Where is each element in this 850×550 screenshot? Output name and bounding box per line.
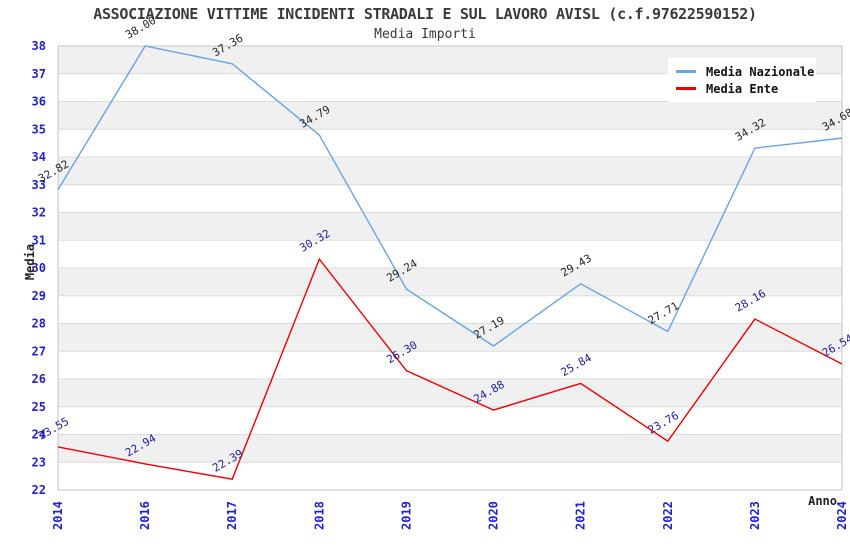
- plot-band: [58, 157, 842, 185]
- y-tick-label: 23: [32, 455, 46, 469]
- plot-band: [58, 295, 842, 324]
- x-tick-label: 2021: [574, 501, 588, 530]
- series-line: [57, 45, 843, 347]
- legend-label: Media Ente: [706, 81, 779, 96]
- y-tick-label: 35: [32, 122, 46, 136]
- y-tick-label: 36: [32, 95, 46, 109]
- y-tick-label: 34: [32, 150, 46, 164]
- legend-item-media-nazionale: Media Nazionale: [676, 63, 816, 80]
- x-tick-label: 2024: [835, 501, 849, 530]
- legend-line-sample-nazionale: [676, 70, 696, 73]
- point-value-label: 38.00: [123, 14, 158, 42]
- plot-band: [58, 351, 842, 379]
- plot-border: [57, 45, 843, 491]
- chart-title: ASSOCIAZIONE VITTIME INCIDENTI STRADALI …: [93, 5, 757, 23]
- y-tick-label: 29: [32, 289, 46, 303]
- series-line: [57, 257, 843, 480]
- x-tick-label: 2018: [312, 501, 326, 530]
- y-tick-label: 24: [32, 428, 46, 442]
- y-tick-label: 38: [32, 39, 46, 53]
- y-tick-label: 37: [32, 67, 46, 81]
- legend-label: Media Nazionale: [706, 64, 815, 79]
- legend-item-media-ente: Media Ente: [676, 80, 816, 97]
- plot-band: [58, 406, 842, 435]
- plot-band: [58, 212, 842, 241]
- y-tick-label: 28: [32, 317, 46, 331]
- y-tick-label: 32: [32, 206, 46, 220]
- plot-band: [58, 129, 842, 157]
- legend: Media Nazionale Media Ente: [668, 58, 816, 102]
- plot-band: [58, 240, 842, 268]
- plot-band: [58, 184, 842, 213]
- legend-line-sample-ente: [676, 87, 696, 90]
- y-tick-label: 26: [32, 372, 46, 386]
- plot-band: [58, 323, 842, 352]
- x-axis-title: Anno: [808, 494, 837, 508]
- x-tick-label: 2022: [661, 501, 675, 530]
- y-tick-label: 22: [32, 483, 46, 497]
- plot-band: [58, 379, 842, 407]
- plot-band: [58, 462, 842, 490]
- x-tick-label: 2016: [138, 501, 152, 530]
- plot-band: [58, 434, 842, 463]
- y-axis-title: Media: [23, 243, 37, 281]
- x-tick-label: 2020: [487, 501, 501, 530]
- x-tick-label: 2019: [399, 501, 413, 530]
- x-tick-label: 2017: [225, 501, 239, 530]
- y-tick-label: 33: [32, 178, 46, 192]
- y-tick-label: 25: [32, 400, 46, 414]
- x-tick-label: 2014: [51, 501, 65, 530]
- plot-band: [58, 101, 842, 130]
- y-tick-label: 31: [32, 233, 46, 247]
- x-tick-label: 2023: [748, 501, 762, 530]
- chart-subtitle: Media Importi: [374, 27, 476, 42]
- y-tick-label: 27: [32, 344, 46, 358]
- y-tick-label: 30: [32, 261, 46, 275]
- plot-band: [58, 268, 842, 296]
